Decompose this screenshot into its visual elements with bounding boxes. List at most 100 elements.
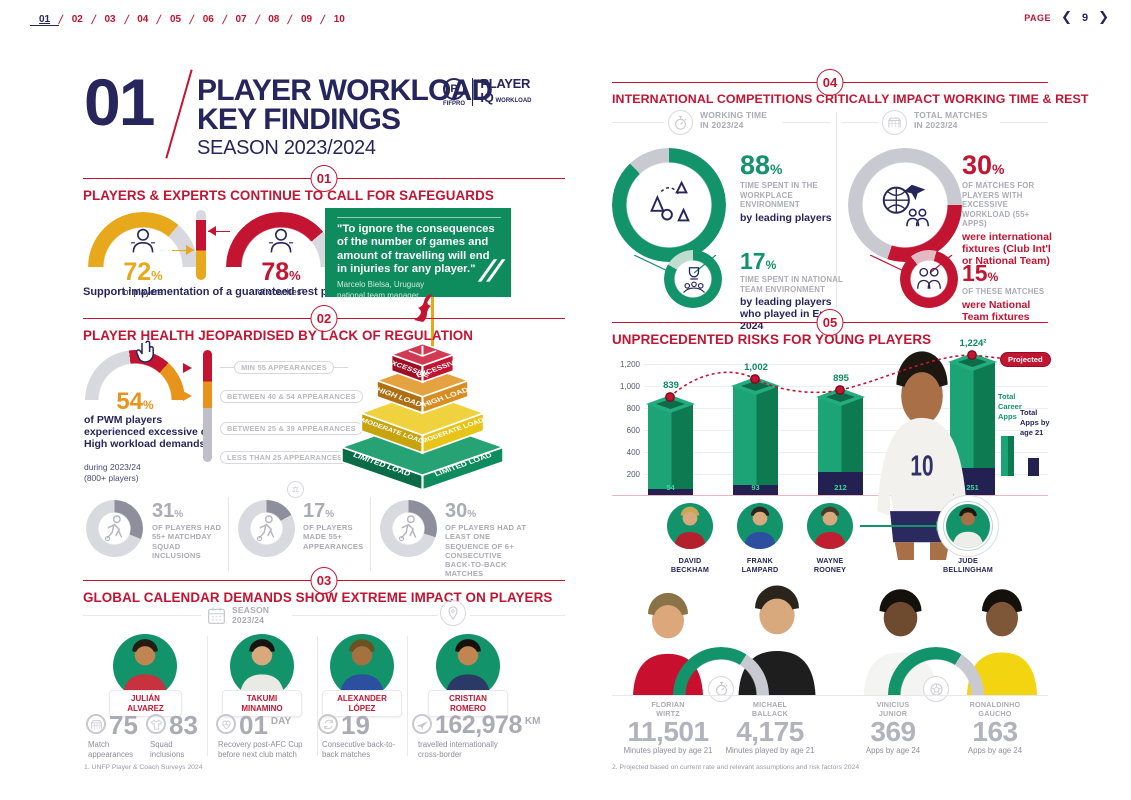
section4-title: INTERNATIONAL COMPETITIONS CRITICALLY IM… xyxy=(612,92,1089,106)
bar-lampard-total: 1,002 xyxy=(744,362,768,373)
player-name-tag-lopez: ALEXANDER LÓPEZ xyxy=(322,690,402,718)
goalnet-icon xyxy=(882,110,907,135)
tm30-caps: OF MATCHES FOR PLAYERS WITH EXCESSIVE WO… xyxy=(962,181,1035,228)
section1-divider: 01 xyxy=(83,165,565,192)
tm15-caps: OF THESE MATCHES xyxy=(962,287,1045,296)
coaches-label: of coaches¹ xyxy=(257,287,305,297)
next-page-icon[interactable]: ❯ xyxy=(1098,10,1109,25)
stat-30-unit: % xyxy=(467,509,477,520)
players-unit: % xyxy=(151,268,163,283)
gridline xyxy=(644,364,1048,365)
tab-page-04[interactable]: 04 xyxy=(137,14,149,25)
running-player-icon xyxy=(393,513,424,544)
players-stat: 72% of players xyxy=(88,258,198,297)
lopez-value: 19 xyxy=(341,710,370,740)
appearance-scale-bar xyxy=(203,350,212,462)
bottom-baseline xyxy=(612,695,1048,696)
squad-inclusions-donut xyxy=(86,500,143,557)
two-players-icon xyxy=(914,264,944,294)
bellingham-photo: 10 xyxy=(877,351,967,560)
chart-photo-beckham xyxy=(667,503,713,549)
playeriq-player: PLAYER xyxy=(480,76,531,91)
consensus-bar xyxy=(196,210,206,280)
fifpro-logo-text: FIFPRO xyxy=(443,101,465,107)
players-label: of players xyxy=(123,287,163,297)
wt17-unit: % xyxy=(765,258,777,272)
calendar-icon xyxy=(206,605,227,626)
title-season: SEASON 2023/2024 xyxy=(197,136,376,159)
workload-desc-sub2: (800+ players) xyxy=(84,472,139,483)
training-cones-icon xyxy=(640,176,698,234)
prev-page-icon[interactable]: ❮ xyxy=(1061,10,1072,25)
player-photo-alvarez xyxy=(113,634,177,698)
bar-bellingham-total: 1,224² xyxy=(959,338,987,349)
tab-page-07[interactable]: 07 xyxy=(235,14,247,25)
chart-name-bellingham: JUDE BELLINGHAM xyxy=(928,556,1008,575)
alvarez-squad-label: Squad inclusions xyxy=(150,740,185,759)
intl-fixtures-stat: 30% OF MATCHES FOR PLAYERS WITH EXCESSIV… xyxy=(962,150,1052,267)
ytick-1000: 1,000 xyxy=(619,382,640,391)
band-arrow-gold-icon xyxy=(183,391,192,401)
generation-arrow xyxy=(860,525,938,527)
summit-flag-icon xyxy=(414,294,432,322)
legend-career-apps: Total Career Apps xyxy=(998,392,1022,421)
stat-17-value: 17 xyxy=(303,500,326,522)
tab-page-10[interactable]: 10 xyxy=(333,14,345,25)
shirt-icon xyxy=(146,714,166,734)
football-icon xyxy=(923,676,949,702)
stat-30-value: 30 xyxy=(445,500,468,522)
gridline xyxy=(644,386,1048,387)
legend-career-bar xyxy=(1001,436,1014,476)
bar-lampard: 1,002 93 xyxy=(731,362,780,495)
gold-connector xyxy=(172,250,194,252)
total-matches-header: TOTAL MATCHES IN 2023/24 xyxy=(914,110,988,131)
lopez-label: Consecutive back-to-back matches xyxy=(322,740,396,759)
bar-rooney-seg: 212 xyxy=(834,483,847,492)
tab-page-03[interactable]: 03 xyxy=(104,14,116,25)
tab-page-08[interactable]: 08 xyxy=(268,14,280,25)
tab-page-02[interactable]: 02 xyxy=(71,14,83,25)
season-label: SEASON 2023/24 xyxy=(232,605,270,626)
playeriq-workload: WORKLOAD xyxy=(495,98,532,105)
intl-fixtures-donut xyxy=(848,148,962,262)
total-matches-header-line2: IN 2023/24 xyxy=(914,120,958,131)
chart-photo-rooney xyxy=(807,503,853,549)
card-divider xyxy=(407,636,408,756)
chart-name-lampard: FRANK LAMPARD xyxy=(725,556,795,575)
chart-photo-bellingham xyxy=(946,504,990,548)
band-row-2: BETWEEN 40 & 54 APPEARANCES xyxy=(220,390,363,403)
bar-beckham-total: 839 xyxy=(663,380,679,391)
wt-line-right xyxy=(782,122,830,123)
tab-page-01[interactable]: 01 xyxy=(30,14,60,26)
season-label-line2: 2023/24 xyxy=(232,615,265,626)
bottom-name-line2: BALLACK xyxy=(751,709,789,719)
playeriq-iq: IQ xyxy=(480,90,494,106)
band-row-1: MIN 55 APPEARANCES xyxy=(220,361,348,374)
coaches-value: 78 xyxy=(261,258,290,286)
chart-name-line2: LAMPARD xyxy=(741,565,779,575)
chart-name-line2: ROONEY xyxy=(813,565,847,575)
lopez-stat: 19 xyxy=(318,710,370,740)
tab-page-09[interactable]: 09 xyxy=(301,14,313,25)
workload-desc-sub: during 2023/24 (800+ players) xyxy=(84,462,141,483)
player-person-icon xyxy=(127,226,159,258)
stopwatch-icon xyxy=(708,676,734,702)
band-label-2: BETWEEN 40 & 54 APPEARANCES xyxy=(220,390,363,403)
page-label: PAGE xyxy=(1024,12,1052,23)
support-statement: Support implementation of a guaranteed r… xyxy=(83,286,355,298)
band-row-3: BETWEEN 25 & 39 APPEARANCES xyxy=(220,422,363,435)
legend-age21-apps: Total Apps by age 21 xyxy=(1020,408,1050,437)
title-line2: KEY FINDINGS xyxy=(197,103,401,137)
stat-30: 30% OF PLAYERS HAD AT LEAST ONE SEQUENCE… xyxy=(445,500,529,579)
stat-31: 31% OF PLAYERS HAD 55+ MATCHDAY SQUAD IN… xyxy=(152,500,227,560)
wt88-bold: by leading players xyxy=(740,211,832,224)
players-value: 72 xyxy=(123,258,152,286)
tab-page-05[interactable]: 05 xyxy=(170,14,182,25)
season-line-left xyxy=(83,615,201,616)
alvarez-matches-label: Match appearances xyxy=(88,740,134,759)
vinicius-value: 369 xyxy=(870,716,916,747)
tab-page-06[interactable]: 06 xyxy=(202,14,214,25)
stat-17: 17% OF PLAYERS MADE 55+ APPEARANCES xyxy=(303,500,371,551)
brand-logos: P FIFPRO PLAYER IQ WORKLOAD xyxy=(443,76,532,107)
alvarez-stat-1: 75 xyxy=(86,712,138,738)
